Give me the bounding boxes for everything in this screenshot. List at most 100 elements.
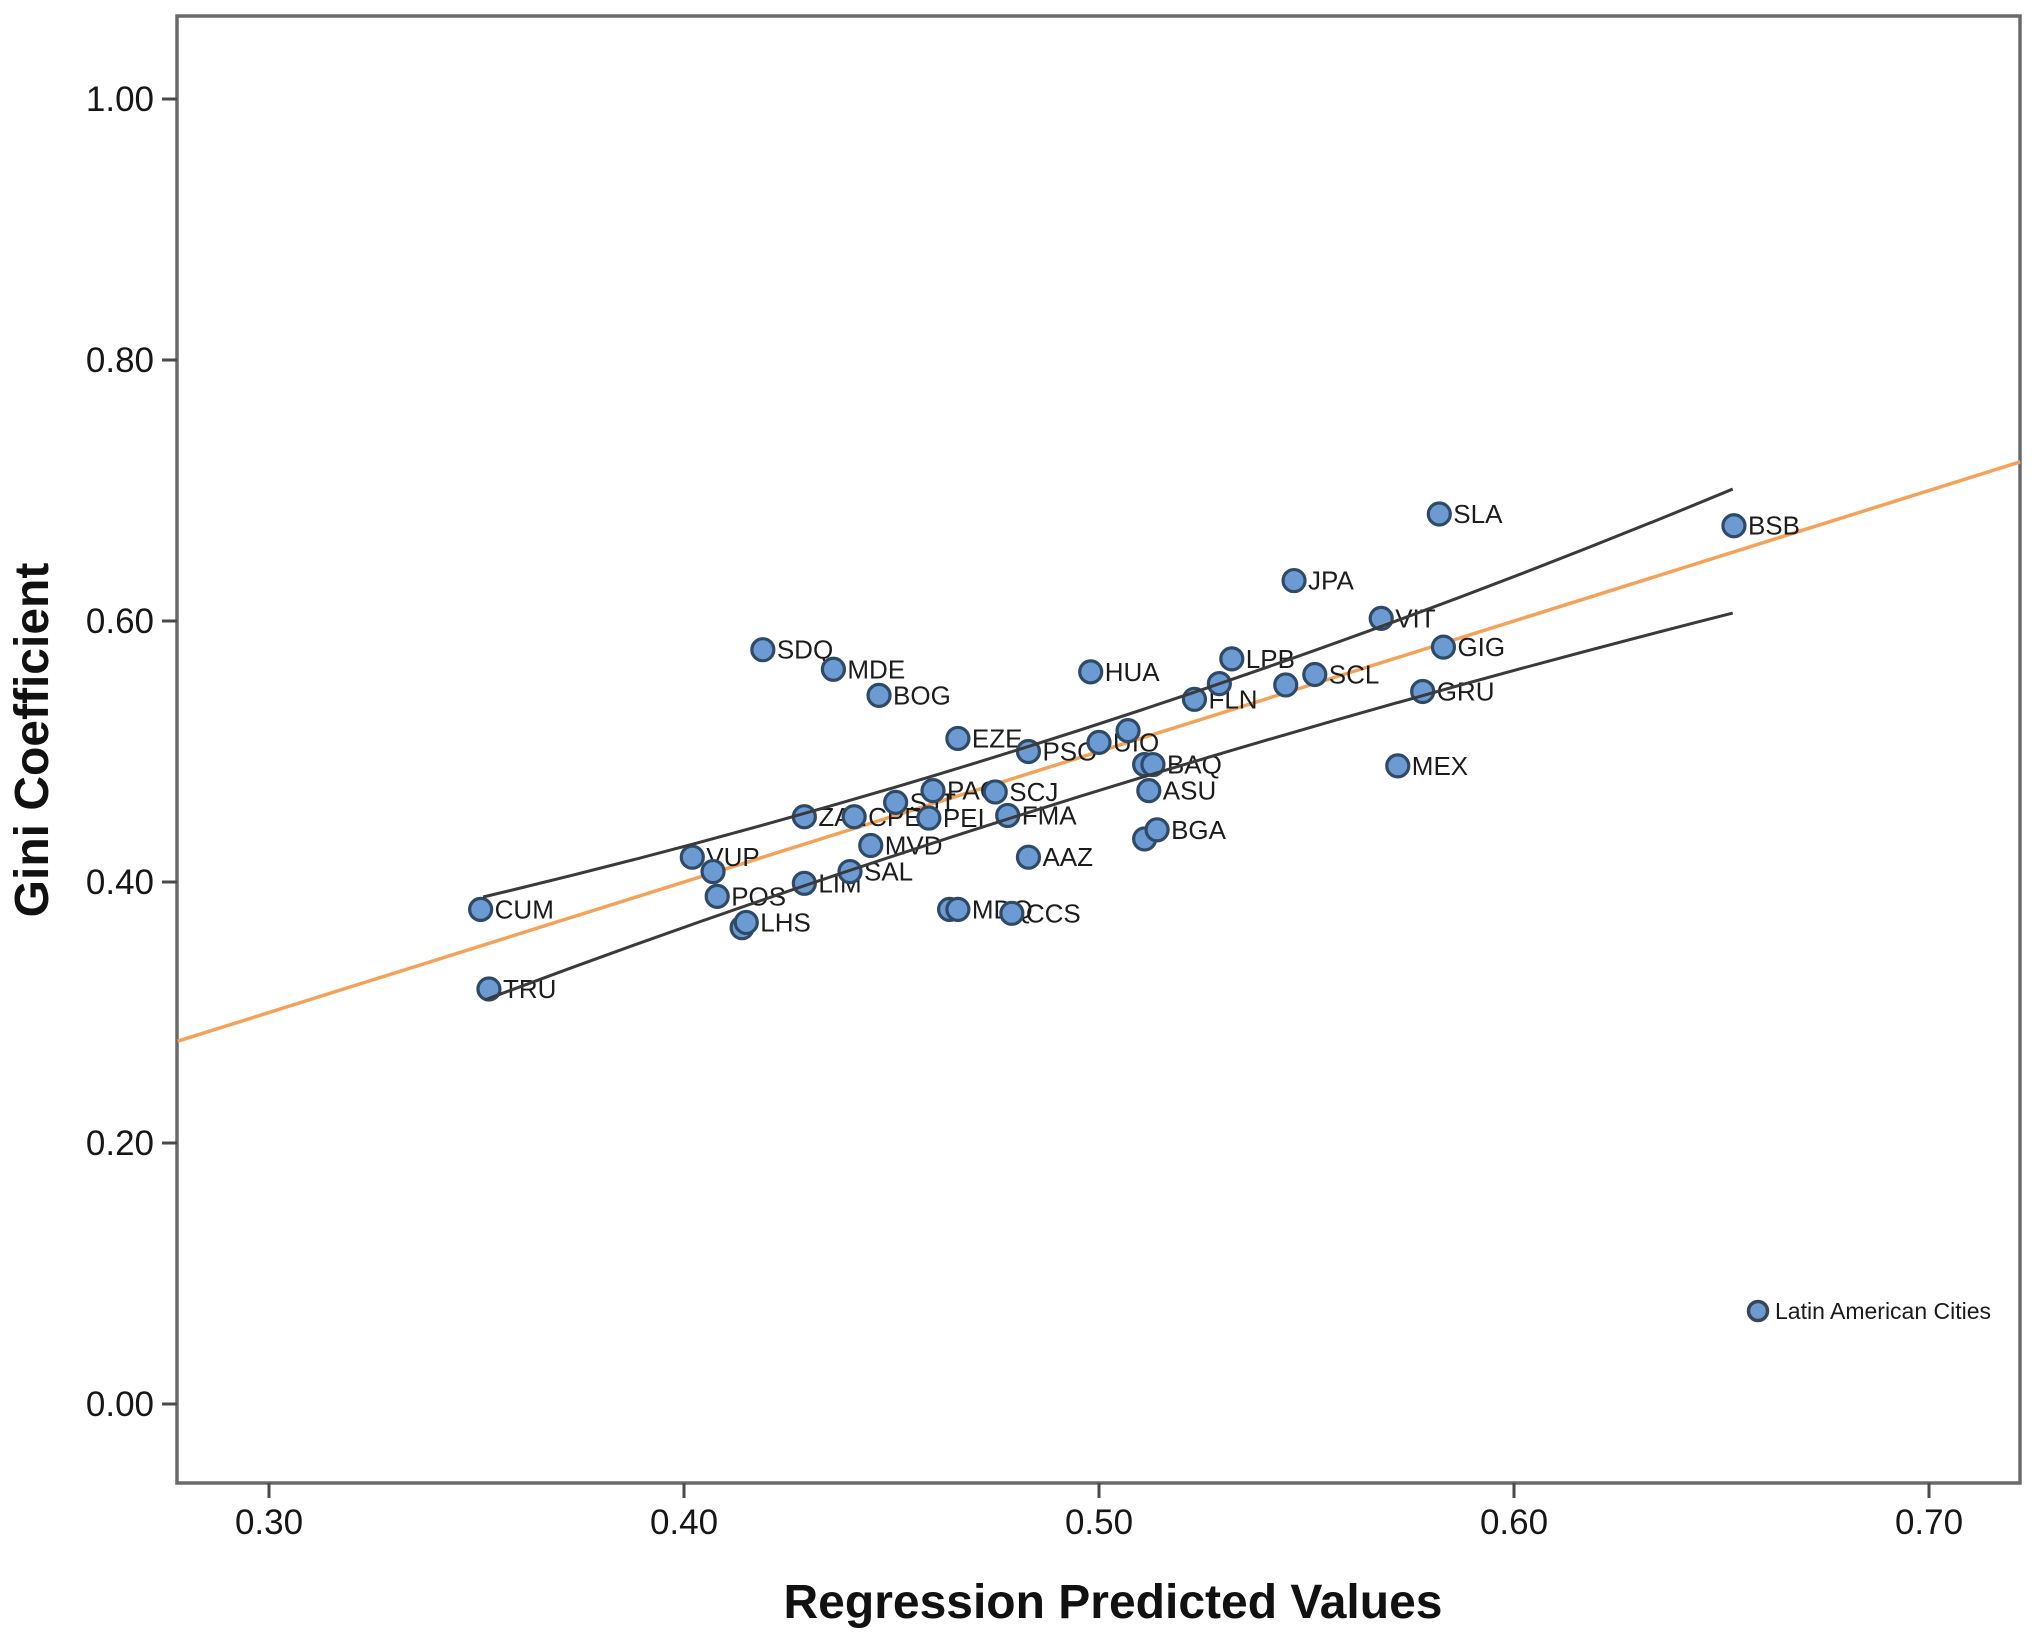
- data-point-ASU: ASU: [1136, 776, 1216, 806]
- data-point-marker: [841, 804, 867, 830]
- axis-ticks-layer: 0.30 0.40 0.50 0.60 0.70 0.00 0.20 0.40 0.60 0.80…: [86, 80, 1963, 1542]
- x-tick-label: 0.60: [1480, 1503, 1548, 1542]
- confidence-band-upper: [482, 487, 1734, 899]
- y-axis-title: Gini Coefficient: [6, 563, 59, 918]
- data-point-FMA: FMA: [995, 800, 1077, 830]
- data-point-marker: [750, 637, 776, 663]
- x-tick: 0.70: [1895, 1483, 1963, 1542]
- data-point-LHS: LHS: [733, 907, 811, 937]
- data-point-marker: [1273, 672, 1299, 698]
- y-tick: 0.60: [86, 602, 177, 641]
- data-point: [1115, 718, 1141, 744]
- data-point-CCS: CCS: [999, 898, 1081, 928]
- x-tick-label: 0.70: [1895, 1503, 1963, 1542]
- data-point-label: GRU: [1437, 676, 1495, 706]
- data-point-BOG: BOG: [866, 680, 951, 710]
- data-point-label: SCL: [1329, 660, 1380, 690]
- data-point-BSB: BSB: [1721, 511, 1800, 541]
- data-point-EZE: EZE: [945, 723, 1022, 753]
- y-tick: 1.00: [86, 80, 177, 119]
- data-point-label: JPA: [1308, 566, 1354, 596]
- data-point-marker: [1115, 718, 1141, 744]
- data-point-label: CCS: [1026, 898, 1081, 928]
- data-point-marker: [1015, 844, 1042, 870]
- x-tick: 0.30: [235, 1483, 303, 1542]
- data-point-marker: [733, 909, 759, 936]
- confidence-bands-layer: [482, 487, 1734, 1002]
- data-point-GRU: GRU: [1410, 676, 1495, 706]
- y-tick-label: 1.00: [86, 80, 154, 119]
- data-point-marker: [999, 900, 1025, 926]
- data-point-marker: [679, 844, 705, 870]
- data-point-AAZ: AAZ: [1015, 842, 1093, 872]
- y-tick: 0.00: [86, 1385, 177, 1424]
- x-tick: 0.60: [1480, 1483, 1548, 1542]
- data-points-layer: SDQMDEBOGCUMTRUVUPPOSLHSLIMSALMVDZALCPES…: [468, 499, 1800, 1004]
- data-point-marker: [1385, 753, 1411, 779]
- y-tick: 0.80: [86, 341, 177, 380]
- y-tick: 0.20: [86, 1124, 177, 1163]
- data-point-marker: [883, 789, 909, 815]
- legend-label: Latin American Cities: [1775, 1298, 1991, 1324]
- x-tick: 0.50: [1065, 1483, 1133, 1542]
- data-point-marker: [1136, 778, 1162, 804]
- x-axis-title: Regression Predicted Values: [784, 1576, 1443, 1629]
- y-tick-label: 0.20: [86, 1124, 154, 1163]
- data-point-marker: [1430, 634, 1457, 660]
- y-tick-label: 0.80: [86, 341, 154, 380]
- data-point-label: MDE: [847, 654, 905, 684]
- legend: Latin American Cities: [1746, 1298, 1991, 1324]
- data-point-label: SAL: [864, 857, 913, 887]
- data-point-FLN: FLN: [1181, 684, 1258, 714]
- data-point-marker: [1426, 501, 1452, 527]
- data-point-GIG: GIG: [1430, 632, 1505, 662]
- data-point-BGA: BGA: [1144, 815, 1227, 845]
- data-point: [1273, 672, 1299, 698]
- data-point-label: AAZ: [1042, 842, 1093, 872]
- y-tick-label: 0.00: [86, 1385, 154, 1424]
- data-point-SCL: SCL: [1302, 660, 1380, 690]
- data-point-marker: [866, 682, 892, 708]
- data-point-marker: [1144, 817, 1170, 843]
- data-point-PSO: PSO: [1015, 737, 1097, 767]
- legend-marker-icon: [1746, 1299, 1770, 1323]
- data-point-marker: [920, 778, 946, 804]
- data-point-marker: [1302, 661, 1328, 688]
- data-point-CUM: CUM: [468, 894, 554, 924]
- data-point-label: CUM: [495, 894, 554, 924]
- data-point-marker: [945, 725, 971, 752]
- data-point-SDQ: SDQ: [750, 635, 833, 665]
- data-point-marker: [700, 858, 726, 885]
- data-point-MEX: MEX: [1385, 751, 1468, 781]
- data-point-label: SDQ: [777, 635, 833, 665]
- data-point-JPA: JPA: [1281, 566, 1354, 596]
- data-point-marker: [704, 883, 730, 909]
- data-point-marker: [820, 656, 847, 682]
- data-point-label: BSB: [1748, 511, 1800, 541]
- data-point: [700, 858, 726, 885]
- data-point-VIT: VIT: [1368, 603, 1436, 633]
- data-point-label: HUA: [1105, 657, 1161, 687]
- data-point-label: BOG: [893, 680, 951, 710]
- data-point-HUA: HUA: [1078, 657, 1161, 687]
- data-point-SCJ: SCJ: [982, 777, 1058, 807]
- confidence-band-lower: [484, 611, 1734, 1002]
- data-point-label: SCJ: [1009, 777, 1058, 807]
- data-point-label: BGA: [1171, 815, 1227, 845]
- y-tick-label: 0.60: [86, 602, 154, 641]
- data-point-label: SLA: [1453, 499, 1503, 529]
- x-tick: 0.40: [650, 1483, 718, 1542]
- data-point-label: GIG: [1457, 632, 1505, 662]
- data-point-marker: [982, 779, 1008, 805]
- x-tick-label: 0.50: [1065, 1503, 1133, 1542]
- data-point-marker: [1281, 567, 1307, 594]
- data-point-marker: [468, 896, 494, 923]
- data-point-marker: [1078, 659, 1104, 685]
- data-point-label: MEX: [1412, 751, 1468, 781]
- data-point-MDE: MDE: [820, 654, 905, 684]
- data-point-marker: [916, 805, 942, 831]
- data-point-marker: [1219, 646, 1245, 672]
- x-tick-label: 0.30: [235, 1503, 303, 1542]
